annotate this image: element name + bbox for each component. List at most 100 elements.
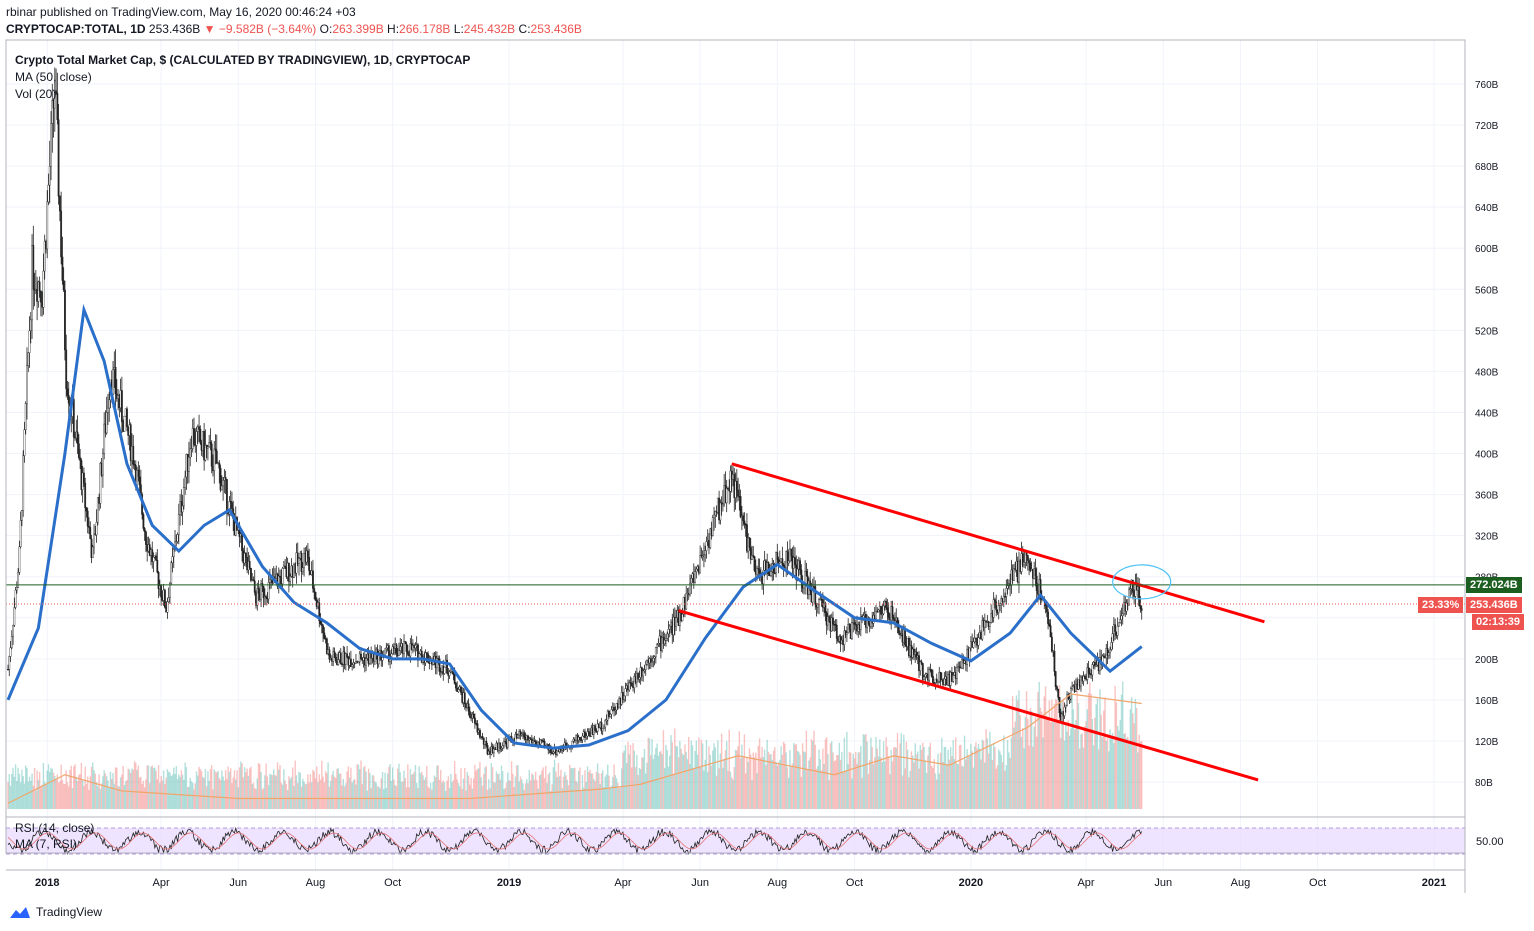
candle-body	[55, 90, 57, 94]
volume-bar	[490, 763, 493, 809]
volume-bar	[338, 773, 341, 809]
candle-body	[190, 448, 193, 450]
candle-body	[306, 550, 309, 558]
volume-bar	[470, 777, 472, 809]
candle-body	[169, 582, 171, 599]
candle-body	[961, 658, 963, 669]
candle-body	[1045, 605, 1048, 612]
volume-bar	[340, 773, 342, 809]
volume-bar	[7, 782, 9, 809]
volume-bar	[818, 749, 820, 809]
candle-body	[112, 369, 114, 395]
volume-bar	[98, 774, 100, 809]
volume-bar	[524, 783, 527, 809]
volume-bar	[1076, 680, 1078, 809]
volume-bar	[1111, 732, 1114, 809]
volume-bar	[1082, 747, 1085, 809]
candle-body	[395, 644, 398, 654]
volume-bar	[920, 749, 923, 809]
volume-bar	[546, 783, 548, 809]
candle-body	[406, 651, 409, 655]
volume-bar	[442, 780, 444, 809]
volume-bar	[669, 755, 671, 809]
candle-body	[651, 661, 653, 663]
volume-bar	[917, 751, 919, 809]
candle-body	[835, 625, 838, 639]
volume-bar	[219, 779, 222, 809]
volume-bar	[894, 746, 896, 809]
volume-bar	[479, 761, 481, 809]
candle-body	[322, 625, 324, 634]
candle-body	[42, 270, 45, 308]
volume-bar	[1110, 738, 1113, 809]
candle-body	[624, 688, 627, 697]
rsi-panel[interactable]	[6, 826, 1465, 855]
ma-legend[interactable]: MA (50, close)	[15, 70, 92, 84]
volume-bar	[188, 786, 190, 809]
candle-body	[96, 497, 99, 523]
candle-body	[758, 569, 761, 574]
y-tick-label: 560B	[1475, 285, 1499, 296]
rsi-legend[interactable]: RSI (14, close)	[15, 821, 95, 835]
price-change: −9.582B (−3.64%)	[218, 22, 317, 36]
candle-body	[76, 431, 79, 444]
volume-bar	[319, 779, 322, 809]
candle-body	[384, 648, 386, 656]
y-tick-label: 720B	[1475, 121, 1499, 132]
candle-body	[318, 602, 321, 622]
volume-bar	[750, 754, 752, 809]
volume-bar	[1097, 749, 1100, 809]
candle-body	[1047, 611, 1049, 624]
volume-bar	[958, 745, 961, 809]
volume-bar	[421, 771, 423, 809]
volume-bar	[17, 767, 19, 809]
volume-bar	[111, 778, 113, 809]
volume-bar	[949, 747, 952, 809]
volume-bar	[1067, 720, 1070, 809]
volume-bar	[571, 768, 574, 809]
volume-bar	[980, 759, 982, 809]
volume-bar	[787, 777, 790, 809]
volume-bar	[337, 767, 339, 809]
volume-bar	[513, 787, 515, 809]
volume-bar	[796, 750, 799, 809]
candle-body	[915, 651, 918, 658]
volume-bar	[11, 774, 13, 809]
volume-bar	[384, 772, 386, 809]
y-tick-label: 680B	[1475, 162, 1499, 173]
volume-bar	[193, 789, 195, 809]
candle-body	[753, 556, 756, 571]
candle-body	[644, 664, 647, 670]
volume-bar	[52, 772, 55, 809]
volume-bar	[1135, 707, 1138, 809]
volume-bar	[393, 779, 395, 809]
vol-legend[interactable]: Vol (20)	[15, 87, 57, 101]
volume-bar	[47, 764, 50, 809]
rsi-axis-label: 50.00	[1472, 834, 1508, 850]
candle-body	[729, 470, 732, 492]
volume-bar	[1106, 736, 1109, 809]
tradingview-logo[interactable]: TradingView	[8, 904, 102, 920]
volume-bar	[250, 766, 252, 809]
close-label: C:	[518, 22, 531, 36]
volume-bar	[941, 737, 943, 809]
chart-title: Crypto Total Market Cap, $ (CALCULATED B…	[15, 53, 471, 67]
volume-bar	[810, 739, 813, 809]
volume-bar	[903, 734, 905, 809]
candle-body	[360, 653, 362, 659]
volume-bar	[572, 768, 575, 809]
candle-body	[977, 637, 980, 646]
volume-bar	[779, 759, 781, 809]
volume-bar	[951, 756, 953, 809]
candle-body	[924, 674, 927, 678]
volume-bar	[631, 767, 633, 809]
open-label: O:	[319, 22, 333, 36]
volume-bar	[452, 780, 455, 809]
volume-bar	[116, 767, 118, 809]
candle-body	[541, 739, 543, 742]
volume-bar	[812, 740, 814, 809]
volume-bar	[670, 735, 672, 809]
volume-bar	[298, 771, 300, 809]
rsi-ma-legend[interactable]: MA (7, RSI)	[15, 837, 78, 851]
